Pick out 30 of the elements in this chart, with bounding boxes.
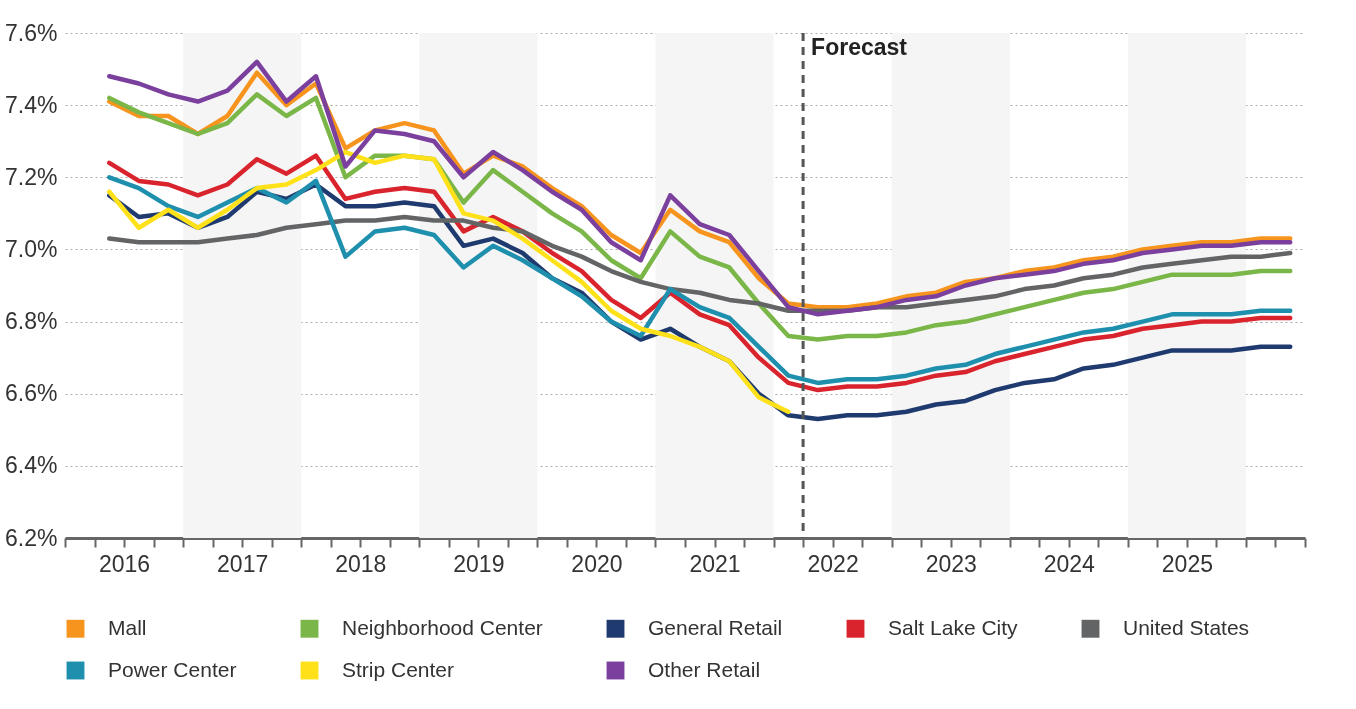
legend-label: Neighborhood Center: [342, 615, 543, 639]
y-tick-label: 6.6%: [5, 380, 58, 407]
x-tick-label: 2020: [571, 550, 623, 577]
legend-label: Salt Lake City: [888, 615, 1019, 639]
line-series: [107, 214, 1293, 313]
x-tick-label: 2025: [1161, 550, 1213, 577]
y-tick-label: 7.2%: [5, 163, 58, 190]
legend-label: General Retail: [648, 615, 783, 639]
x-tick-label: 2016: [98, 550, 151, 577]
y-tick-label: 6.2%: [5, 524, 58, 551]
legend-label: Strip Center: [342, 657, 455, 681]
x-tick-label: 2022: [807, 550, 859, 577]
x-tick-label: 2021: [689, 550, 741, 577]
line-series: [107, 92, 1293, 342]
legend-label: Power Center: [108, 657, 237, 681]
y-tick-label: 7.4%: [5, 91, 58, 118]
legend-label: United States: [1123, 615, 1250, 639]
x-tick-label: 2019: [453, 550, 505, 577]
x-tick-label: 2024: [1043, 550, 1096, 577]
y-tick-label: 7.6%: [5, 19, 58, 46]
line-series: [107, 149, 791, 414]
x-tick-label: 2017: [217, 550, 269, 577]
y-tick-label: 6.4%: [5, 452, 58, 479]
x-tick-label: 2018: [335, 550, 387, 577]
legend-label: Mall: [108, 615, 147, 639]
y-tick-label: 6.8%: [5, 308, 58, 335]
ref-line-label: Forecast: [811, 34, 908, 60]
y-tick-label: 7.0%: [5, 235, 58, 262]
legend-label: Other Retail: [648, 657, 761, 681]
x-tick-label: 2023: [925, 550, 977, 577]
